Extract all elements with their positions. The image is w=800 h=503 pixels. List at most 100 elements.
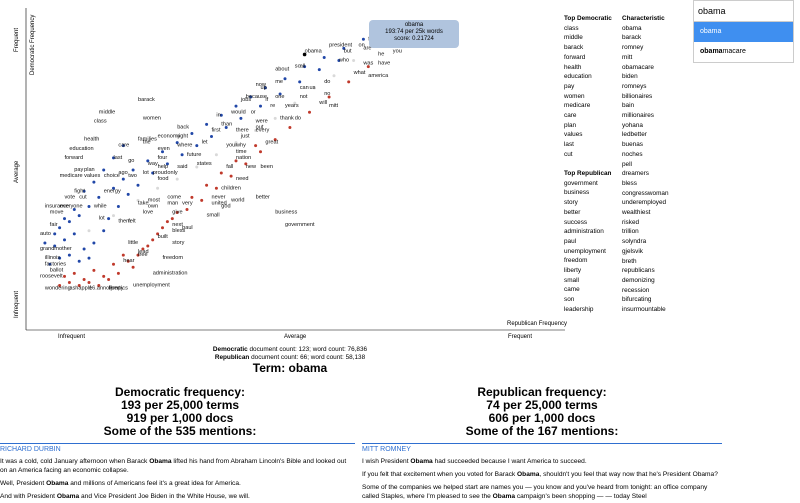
word-label[interactable]: do	[324, 79, 330, 85]
word-label[interactable]: on	[359, 42, 365, 48]
word-label[interactable]: states	[197, 161, 212, 167]
data-point[interactable]	[126, 259, 130, 263]
data-point[interactable]	[58, 284, 62, 288]
data-point[interactable]	[58, 256, 62, 260]
word-label[interactable]: bless	[172, 228, 185, 234]
word-label[interactable]: your	[226, 143, 237, 149]
word-label[interactable]: middle	[99, 109, 115, 115]
word-label[interactable]: us	[310, 85, 316, 91]
word-label[interactable]: paul	[182, 225, 193, 231]
word-label[interactable]: help	[158, 164, 169, 170]
word-label[interactable]: he	[378, 52, 384, 58]
list-term[interactable]: middle	[564, 34, 583, 42]
data-point[interactable]	[254, 144, 258, 148]
word-label[interactable]: food	[158, 176, 169, 182]
data-point[interactable]	[102, 274, 106, 278]
data-point[interactable]	[67, 253, 71, 257]
list-term[interactable]: solyndra	[622, 238, 647, 246]
data-point[interactable]	[190, 132, 194, 136]
data-point[interactable]	[342, 46, 346, 50]
word-label[interactable]: jobs	[240, 97, 251, 103]
word-label[interactable]: god	[221, 204, 230, 210]
data-point[interactable]	[347, 80, 351, 84]
data-point[interactable]	[87, 229, 91, 233]
word-label[interactable]: story	[172, 240, 184, 246]
word-label[interactable]: last	[114, 155, 123, 161]
list-term[interactable]: small	[564, 276, 579, 284]
list-term[interactable]: risked	[622, 218, 640, 226]
data-point[interactable]	[72, 208, 76, 212]
word-label[interactable]: one	[275, 94, 284, 100]
data-point[interactable]	[165, 220, 169, 224]
word-label[interactable]: years	[285, 103, 299, 109]
data-point[interactable]	[219, 113, 223, 117]
word-label[interactable]: everyone	[60, 204, 83, 210]
data-point[interactable]	[63, 274, 66, 278]
word-label[interactable]: obama	[305, 48, 323, 54]
word-label[interactable]: very	[182, 200, 193, 206]
word-label[interactable]: would	[230, 109, 246, 115]
word-label[interactable]: re	[270, 103, 275, 109]
word-label[interactable]: give	[172, 210, 182, 216]
data-point[interactable]	[82, 189, 86, 193]
data-point[interactable]	[112, 262, 115, 266]
list-term[interactable]: paul	[564, 237, 577, 245]
word-label[interactable]: built	[158, 234, 169, 240]
list-term[interactable]: gjelsvik	[622, 247, 643, 255]
list-term[interactable]: government	[564, 179, 598, 187]
data-point[interactable]	[53, 232, 57, 236]
word-label[interactable]: let	[202, 140, 208, 146]
list-term[interactable]: plan	[564, 121, 577, 129]
data-point[interactable]	[112, 186, 115, 190]
data-point[interactable]	[175, 211, 179, 215]
list-term[interactable]: breth	[622, 257, 637, 265]
word-label[interactable]: women	[142, 115, 161, 121]
word-label[interactable]: thank	[280, 115, 294, 121]
data-point[interactable]	[234, 141, 238, 145]
word-label[interactable]: now	[256, 82, 267, 88]
suggestion-item[interactable]: obama	[694, 22, 793, 42]
word-label[interactable]: move	[50, 210, 64, 216]
data-point[interactable]	[361, 37, 365, 41]
word-label[interactable]: time	[236, 149, 247, 155]
list-term[interactable]: pell	[622, 160, 632, 168]
list-term[interactable]: class	[564, 24, 579, 32]
word-label[interactable]: families	[138, 137, 157, 143]
list-term[interactable]: better	[564, 208, 581, 216]
list-term[interactable]: romneys	[622, 82, 647, 90]
list-term[interactable]: insurmountable	[622, 306, 666, 314]
list-term[interactable]: care	[564, 112, 577, 120]
word-label[interactable]: free	[138, 252, 148, 258]
data-point[interactable]	[67, 280, 71, 284]
data-point[interactable]	[254, 128, 258, 132]
word-label[interactable]: the	[143, 140, 151, 146]
data-point[interactable]	[273, 138, 277, 142]
list-term[interactable]: yohana	[622, 121, 643, 129]
data-point[interactable]	[112, 156, 115, 160]
list-term[interactable]: cut	[564, 150, 573, 158]
data-point[interactable]	[175, 177, 179, 181]
data-point[interactable]	[102, 168, 106, 172]
data-point[interactable]	[234, 104, 238, 108]
list-term[interactable]: success	[564, 218, 588, 226]
word-label[interactable]: proud	[153, 170, 167, 176]
list-term[interactable]: barack	[564, 44, 584, 52]
data-point[interactable]	[195, 165, 199, 169]
word-label[interactable]: insurance	[45, 204, 69, 210]
list-term[interactable]: last	[564, 141, 574, 149]
data-point[interactable]	[224, 125, 228, 129]
word-label[interactable]: way	[147, 161, 158, 167]
word-label[interactable]: what	[353, 70, 366, 76]
word-label[interactable]: energy	[104, 188, 121, 194]
list-term[interactable]: values	[564, 131, 583, 139]
word-label[interactable]: who	[338, 58, 349, 64]
list-term[interactable]: women	[564, 92, 585, 100]
word-label[interactable]: go	[128, 158, 134, 164]
word-label[interactable]: was	[362, 61, 373, 67]
word-label[interactable]: freedom	[163, 255, 184, 261]
word-label[interactable]: about	[275, 67, 289, 73]
data-point[interactable]	[82, 247, 86, 251]
data-point[interactable]	[116, 204, 120, 208]
data-point[interactable]	[92, 180, 96, 184]
list-term[interactable]: bifurcating	[622, 296, 652, 304]
